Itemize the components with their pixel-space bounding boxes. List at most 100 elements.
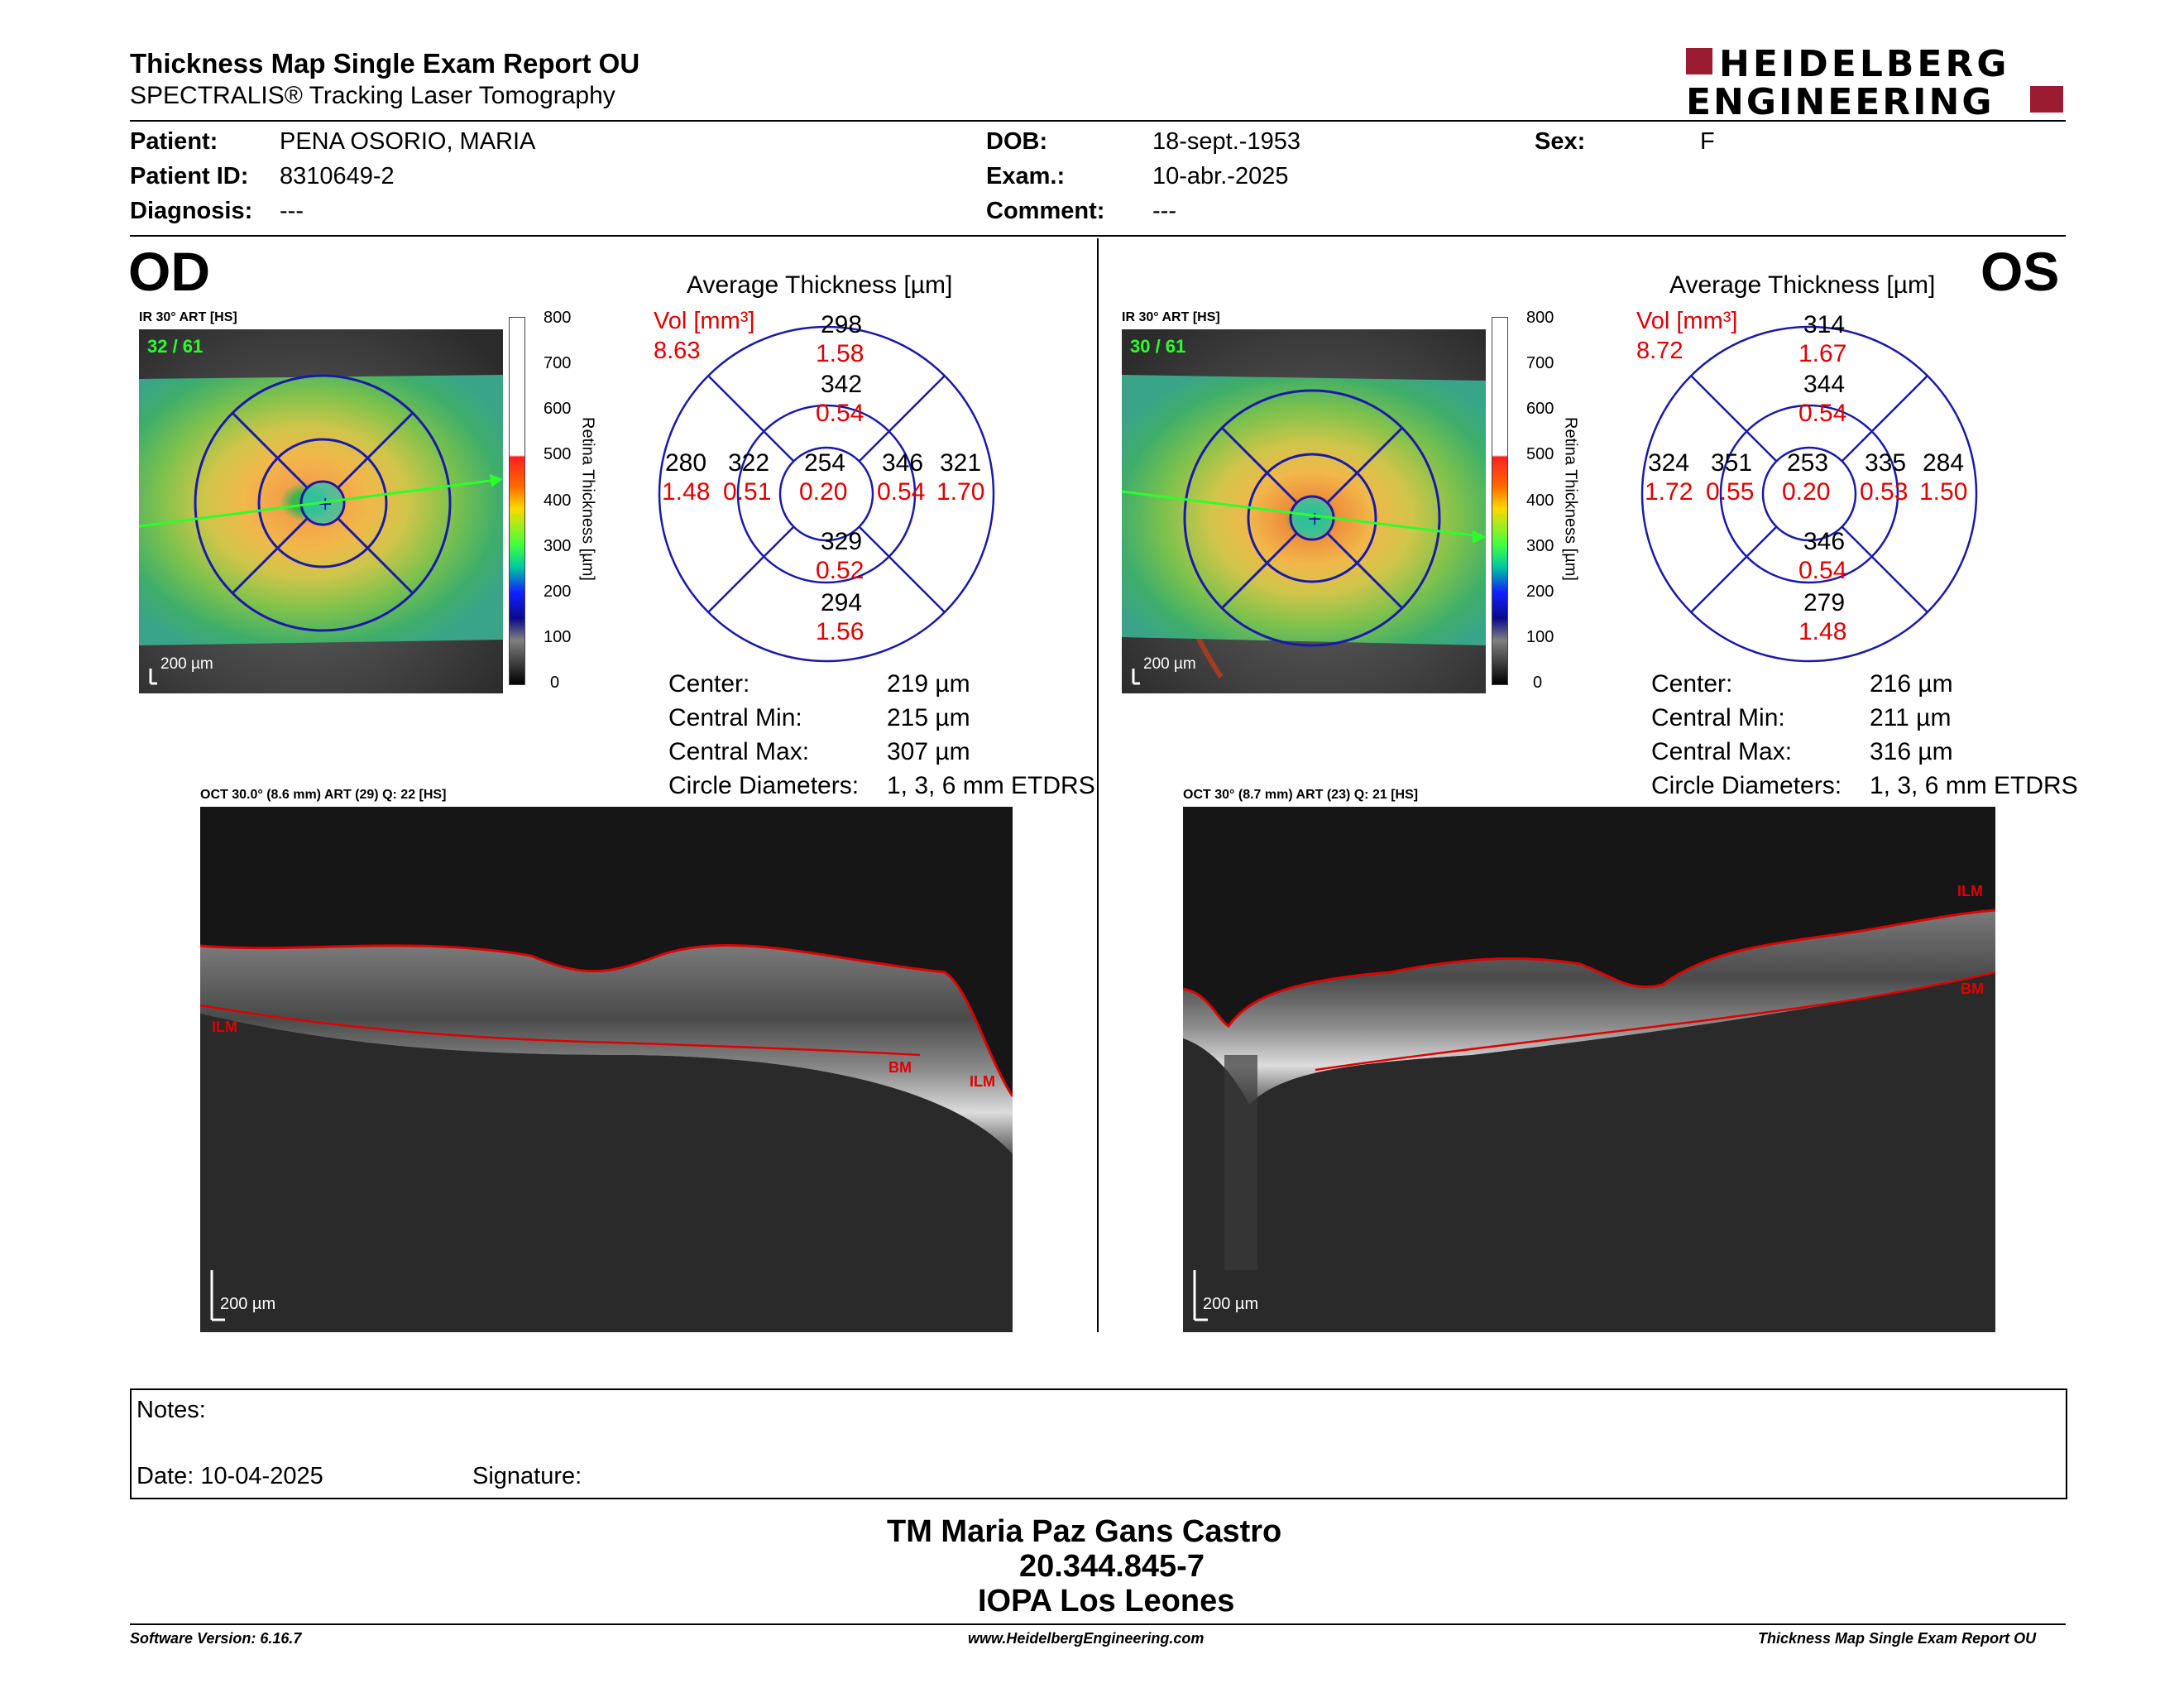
diagnosis-value: ---: [280, 198, 304, 224]
od-outer-left: 280: [665, 449, 707, 477]
os-inner-inf-vol: 0.54: [1798, 557, 1847, 584]
os-tick-400: 400: [1526, 492, 1554, 510]
heidelberg-logo: HEIDELBERG ENGINEERING: [1686, 43, 2067, 123]
os-center-label: Center:: [1651, 670, 1733, 698]
od-thickness-map: + 32 / 61 200 µm: [138, 329, 515, 693]
os-cmin-value: 211 µm: [1870, 704, 1952, 731]
od-avg-title: Average Thickness [µm]: [687, 271, 953, 299]
od-etdrs-grid: Average Thickness [µm] Vol [mm³] 8.63 29…: [654, 265, 1018, 663]
os-inner-right-vol: 0.53: [1860, 478, 1909, 506]
os-oct-caption: OCT 30° (8.7 mm) ART (23) Q: 21 [HS]: [1183, 788, 1419, 802]
od-outer-left-vol: 1.48: [662, 478, 711, 506]
os-tick-200: 200: [1526, 583, 1554, 601]
os-colorbar-ticks: 800 700 600 500 400 300 200 100 0: [1510, 309, 1559, 692]
od-tick-800: 800: [544, 309, 572, 327]
od-center-value: 219 µm: [887, 670, 970, 698]
od-tick-600: 600: [544, 400, 572, 418]
sex-label: Sex:: [1535, 128, 1586, 155]
os-colorbar-label: Retina Thickness [µm]: [1561, 417, 1580, 581]
od-tick-700: 700: [544, 354, 572, 372]
od-center-label: Center:: [668, 670, 750, 698]
logo-line2: ENGINEERING: [1686, 81, 1995, 123]
os-center: 253: [1787, 449, 1829, 477]
exam-label: Exam.:: [986, 163, 1066, 189]
od-oct-label-c: ILM: [970, 1073, 995, 1090]
header-rule: [130, 120, 2066, 122]
footer-rule: [130, 1623, 2066, 1625]
os-diam-value: 1, 3, 6 mm ETDRS: [1870, 772, 2078, 799]
od-tick-300: 300: [544, 537, 572, 555]
svg-text:+: +: [1307, 509, 1322, 530]
od-colorbar: 800 700 600 500 400 300 200 100 0 Retina…: [509, 309, 625, 692]
os-avg-title: Average Thickness [µm]: [1669, 271, 1936, 299]
od-colorbar-label: Retina Thickness [µm]: [578, 417, 597, 581]
os-inner-right: 335: [1865, 449, 1907, 477]
od-diam-value: 1, 3, 6 mm ETDRS: [887, 772, 1095, 799]
notes-label: Notes:: [136, 1397, 206, 1423]
diagnosis-label: Diagnosis:: [130, 198, 253, 224]
footer-url[interactable]: www.HeidelbergEngineering.com: [968, 1630, 1205, 1647]
od-center-vol: 0.20: [799, 478, 848, 506]
od-tick-500: 500: [544, 445, 572, 463]
signature-label: Signature:: [472, 1463, 582, 1489]
od-outer-right: 321: [940, 449, 982, 477]
os-oct-label-a: ILM: [1957, 883, 1983, 899]
os-outer-sup: 314: [1803, 311, 1846, 338]
patient-id-value: 8310649-2: [280, 163, 395, 189]
os-tick-800: 800: [1526, 309, 1554, 327]
os-diam-label: Circle Diameters:: [1651, 772, 1842, 799]
od-outer-inf: 294: [821, 589, 863, 616]
od-cmax-label: Central Max:: [668, 738, 810, 765]
od-outer-right-vol: 1.70: [936, 478, 985, 506]
notes-box[interactable]: Notes: Date: 10-04-2025 Signature:: [130, 1388, 2067, 1499]
od-inner-right-vol: 0.54: [877, 478, 926, 506]
signer-org: IOPA Los Leones: [978, 1584, 1235, 1618]
od-inner-inf: 329: [821, 528, 863, 555]
logo-square-top: [1686, 48, 1712, 74]
od-vol-value: 8.63: [654, 338, 701, 364]
exam-value: 10-abr.-2025: [1152, 163, 1289, 189]
report-subtitle: SPECTRALIS® Tracking Laser Tomography: [130, 82, 615, 109]
logo-square-bottom: [2030, 86, 2063, 113]
od-tick-200: 200: [544, 583, 572, 601]
os-tick-100: 100: [1526, 628, 1554, 646]
os-cmax-value: 316 µm: [1870, 738, 1953, 765]
signer-name: TM Maria Paz Gans Castro: [887, 1514, 1282, 1549]
os-tick-600: 600: [1526, 400, 1554, 418]
od-vol-label: Vol [mm³]: [654, 308, 755, 334]
od-cmax-value: 307 µm: [887, 738, 970, 765]
od-tick-100: 100: [544, 628, 572, 646]
od-tick-400: 400: [544, 492, 572, 510]
od-tick-0: 0: [550, 674, 560, 692]
os-etdrs-grid: Average Thickness [µm] Vol [mm³] 8.72 31…: [1636, 265, 2000, 663]
os-tick-700: 700: [1526, 354, 1554, 372]
od-cmin-label: Central Min:: [668, 704, 802, 731]
od-ir-caption: IR 30° ART [HS]: [139, 310, 237, 324]
os-outer-inf: 279: [1803, 589, 1846, 616]
os-ir-count: 30 / 61: [1130, 336, 1186, 357]
sex-value: F: [1700, 128, 1715, 155]
od-oct-label-a: ILM: [212, 1019, 237, 1035]
od-inner-right: 346: [882, 449, 924, 477]
od-diam-label: Circle Diameters:: [668, 772, 860, 799]
os-vol-label: Vol [mm³]: [1636, 308, 1738, 334]
comment-value: ---: [1152, 198, 1176, 224]
os-outer-inf-vol: 1.48: [1798, 618, 1847, 645]
os-cmax-label: Central Max:: [1651, 738, 1793, 765]
os-outer-right: 284: [1923, 449, 1965, 477]
os-inner-sup: 344: [1803, 371, 1846, 398]
signer-block: TM Maria Paz Gans Castro 20.344.845-7 IO…: [0, 1514, 2184, 1622]
od-eye-label: OD: [128, 241, 210, 302]
svg-text:+: +: [318, 494, 333, 515]
date-label: Date: 10-04-2025: [136, 1463, 323, 1489]
od-ir-count: 32 / 61: [147, 336, 204, 357]
os-ir-scale: 200 µm: [1143, 655, 1196, 673]
os-center-value: 216 µm: [1870, 670, 1953, 698]
od-oct-scale: 200 µm: [220, 1295, 276, 1313]
os-colorbar-strip: [1492, 317, 1508, 685]
od-inner-left-vol: 0.51: [723, 478, 772, 506]
os-tick-300: 300: [1526, 537, 1554, 555]
os-eye-label: OS: [1980, 241, 2060, 302]
od-cmin-value: 215 µm: [887, 704, 970, 731]
od-oct-scan: ILM BM ILM 200 µm: [200, 807, 1013, 1332]
